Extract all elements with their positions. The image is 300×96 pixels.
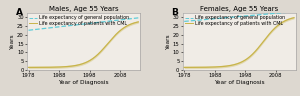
Text: B: B [171, 8, 178, 17]
X-axis label: Year of Diagnosis: Year of Diagnosis [58, 80, 109, 85]
Legend: Life expectancy of general population, Life expectancy of patients with CML: Life expectancy of general population, L… [184, 15, 286, 26]
Text: A: A [16, 8, 23, 17]
Legend: Life expectancy of general population, Life expectancy of patients with CML: Life expectancy of general population, L… [28, 15, 130, 26]
Title: Males, Age 55 Years: Males, Age 55 Years [49, 6, 118, 12]
X-axis label: Year of Diagnosis: Year of Diagnosis [214, 80, 264, 85]
Title: Females, Age 55 Years: Females, Age 55 Years [200, 6, 278, 12]
Y-axis label: Years: Years [10, 34, 15, 50]
Y-axis label: Years: Years [166, 34, 171, 50]
